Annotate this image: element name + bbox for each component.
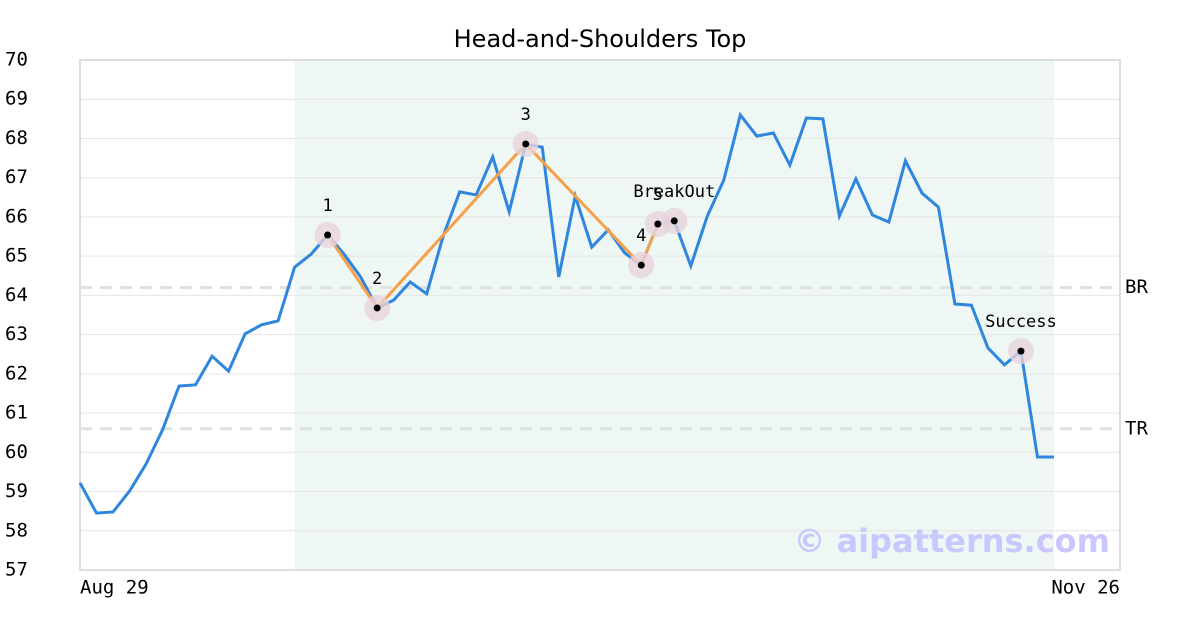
point-dot bbox=[324, 231, 332, 239]
y-tick-label: 70 bbox=[5, 49, 28, 71]
y-tick-label: 64 bbox=[5, 284, 28, 306]
shaded-region bbox=[294, 60, 1054, 570]
point-label: 3 bbox=[521, 105, 531, 125]
y-tick-label: 67 bbox=[5, 166, 28, 188]
y-tick-label: 58 bbox=[5, 519, 28, 541]
point-dot bbox=[654, 220, 662, 228]
point-dot bbox=[1017, 347, 1025, 355]
x-tick-label: Nov 26 bbox=[1051, 577, 1120, 599]
point-label: 1 bbox=[322, 196, 332, 216]
watermark: © aipatterns.com bbox=[793, 522, 1110, 560]
level-label: BR bbox=[1125, 276, 1148, 298]
chart-title: Head-and-Shoulders Top bbox=[454, 25, 747, 53]
point-label: 2 bbox=[372, 269, 382, 289]
y-tick-label: 59 bbox=[5, 480, 28, 502]
point-dot bbox=[373, 304, 381, 312]
level-label: TR bbox=[1125, 417, 1148, 439]
point-label: Success bbox=[985, 312, 1057, 332]
y-tick-label: 69 bbox=[5, 88, 28, 110]
y-tick-label: 60 bbox=[5, 441, 28, 463]
point-label: BreakOut bbox=[633, 182, 715, 202]
point-label: 4 bbox=[636, 226, 646, 246]
y-tick-label: 66 bbox=[5, 205, 28, 227]
point-dot bbox=[670, 217, 678, 225]
price-line bbox=[78, 111, 1054, 515]
point-dot bbox=[637, 261, 645, 269]
y-tick-label: 61 bbox=[5, 402, 28, 424]
y-tick-label: 62 bbox=[5, 362, 28, 384]
y-tick-label: 68 bbox=[5, 127, 28, 149]
point-label: 5 bbox=[653, 185, 663, 205]
y-tick-label: 57 bbox=[5, 559, 28, 581]
y-tick-label: 63 bbox=[5, 323, 28, 345]
point-dot bbox=[522, 140, 530, 148]
y-tick-label: 65 bbox=[5, 245, 28, 267]
plot-frame bbox=[79, 59, 1121, 571]
x-tick-label: Aug 29 bbox=[80, 577, 149, 599]
